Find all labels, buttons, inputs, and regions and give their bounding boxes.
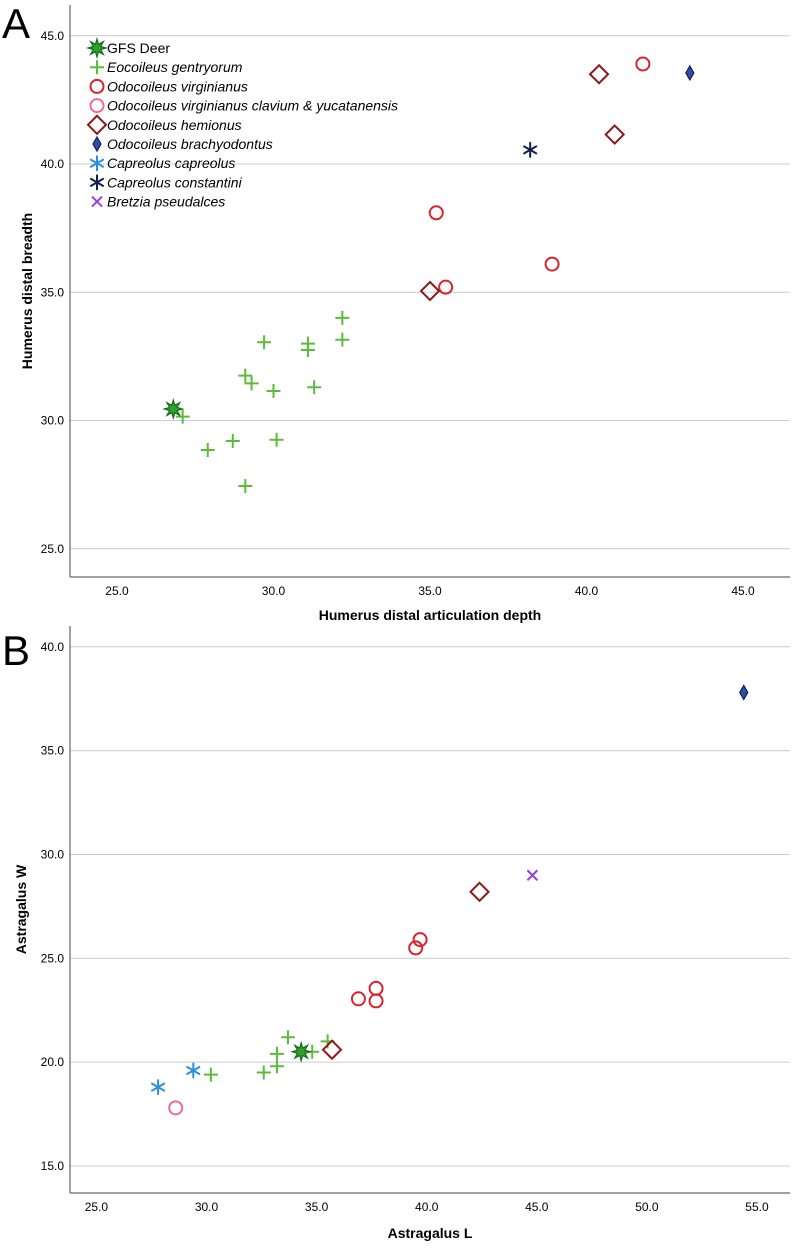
data-point-gentryorum [269, 432, 284, 447]
data-point-clavium [168, 1100, 184, 1116]
legend-marker-bretzia [91, 195, 103, 208]
data-point-virginianus [412, 932, 428, 948]
data-point-constantini [523, 141, 538, 158]
data-point-gentryorum [257, 335, 272, 350]
legend-marker-virginianus [89, 78, 105, 94]
data-point-gentryorum [266, 384, 281, 399]
data-point-gfs [290, 1040, 313, 1063]
y-tick-label: 40.0 [41, 640, 65, 654]
data-point-virginianus [350, 991, 366, 1007]
legend-marker-hemionus [86, 114, 108, 136]
data-point-gentryorum [307, 380, 322, 395]
legend-label: Capreolus capreolus [107, 155, 235, 171]
y-tick-label: 45.0 [41, 29, 65, 43]
data-point-virginianus [368, 980, 384, 996]
data-point-gentryorum [244, 376, 259, 391]
y-tick-label: 30.0 [41, 847, 65, 861]
data-point-gentryorum [300, 342, 315, 357]
y-tick-label: 20.0 [41, 1055, 65, 1069]
panel-label: A [2, 0, 30, 47]
data-point-gentryorum [238, 368, 253, 383]
y-axis-label: Astragalus W [13, 864, 29, 954]
data-point-gentryorum [269, 1059, 284, 1074]
y-tick-label: 25.0 [41, 951, 65, 965]
data-point-capreolus [186, 1062, 201, 1079]
panel-b: 15.0 20.0 25.0 30.0 35.0 40.0 25.0 30.0 35.0 40.0… [2, 626, 790, 1241]
legend-label: Bretzia pseudalces [107, 194, 225, 210]
data-point-gentryorum [335, 332, 350, 347]
data-point-virginianus [544, 256, 560, 272]
data-point-gentryorum [280, 1030, 295, 1045]
x-tick-label: 40.0 [415, 1200, 439, 1214]
data-point-brachyodontus [685, 64, 695, 82]
legend: GFS Deer Eocoileus gentryorum Odocoileus v… [85, 36, 398, 210]
data-point-virginianus [438, 279, 454, 295]
x-tick-label: 55.0 [745, 1200, 769, 1214]
legend-marker-constantini [89, 174, 105, 191]
x-tick-label: 25.0 [105, 584, 129, 598]
data-point-bretzia [526, 869, 539, 881]
data-point-gfs [162, 397, 185, 421]
data-point-hemionus [469, 881, 490, 903]
y-tick-label: 25.0 [41, 542, 65, 556]
x-axis-label: Humerus distal articulation depth [319, 607, 541, 623]
y-tick-label: 30.0 [41, 414, 65, 428]
legend-label: Odocoileus brachyodontus [107, 136, 273, 152]
data-point-capreolus [151, 1079, 166, 1096]
data-point-gentryorum [335, 310, 350, 325]
x-tick-label: 30.0 [262, 584, 286, 598]
data-point-virginianus [408, 940, 424, 956]
y-tick-label: 35.0 [41, 285, 65, 299]
legend-label: Odocoileus hemionus [107, 117, 242, 133]
y-tick-label: 15.0 [41, 1159, 65, 1173]
data-point-virginianus [428, 205, 444, 221]
data-point-hemionus [419, 280, 441, 302]
x-tick-label: 45.0 [731, 584, 755, 598]
panel-a: 25.0 30.0 35.0 40.0 45.0 25.0 30.0 35.0 40.0 45.0… [2, 0, 790, 623]
legend-label: Odocoileus virginianus [107, 78, 248, 94]
data-point-gentryorum [175, 409, 190, 424]
legend-label: Odocoileus virginianus clavium & yucatan… [107, 98, 398, 114]
legend-marker-capreolus [89, 155, 105, 172]
x-tick-label: 50.0 [635, 1200, 659, 1214]
legend-marker-gfs [85, 36, 109, 60]
data-point-gentryorum [269, 1046, 284, 1061]
data-point-gentryorum [256, 1065, 271, 1080]
data-point-gentryorum [200, 443, 215, 458]
data-point-hemionus [321, 1039, 343, 1061]
data-point-gentryorum [238, 478, 253, 493]
x-tick-label: 35.0 [418, 584, 442, 598]
data-point-gentryorum [225, 434, 240, 449]
data-point-hemionus [604, 124, 626, 145]
x-tick-label: 45.0 [525, 1200, 549, 1214]
y-tick-label: 40.0 [41, 157, 65, 171]
legend-marker-brachyodontus [92, 135, 102, 153]
x-tick-label: 25.0 [85, 1200, 109, 1214]
data-point-virginianus [368, 993, 384, 1009]
data-point-gentryorum [203, 1067, 218, 1082]
y-axis-label: Humerus distal breadth [19, 213, 35, 369]
data-point-brachyodontus [739, 684, 749, 701]
panel-label: B [2, 627, 30, 674]
legend-label: GFS Deer [107, 40, 170, 56]
x-tick-label: 35.0 [305, 1200, 329, 1214]
x-tick-label: 30.0 [195, 1200, 219, 1214]
y-tick-label: 35.0 [41, 744, 65, 758]
x-axis-label: Astragalus L [388, 1225, 473, 1241]
data-point-hemionus [588, 63, 610, 85]
legend-marker-clavium [89, 98, 105, 114]
x-tick-label: 40.0 [575, 584, 599, 598]
legend-marker-gentryorum [90, 60, 104, 75]
legend-label: Capreolus constantini [107, 174, 243, 190]
data-point-virginianus [635, 56, 651, 72]
legend-label: Eocoileus gentryorum [107, 59, 243, 75]
